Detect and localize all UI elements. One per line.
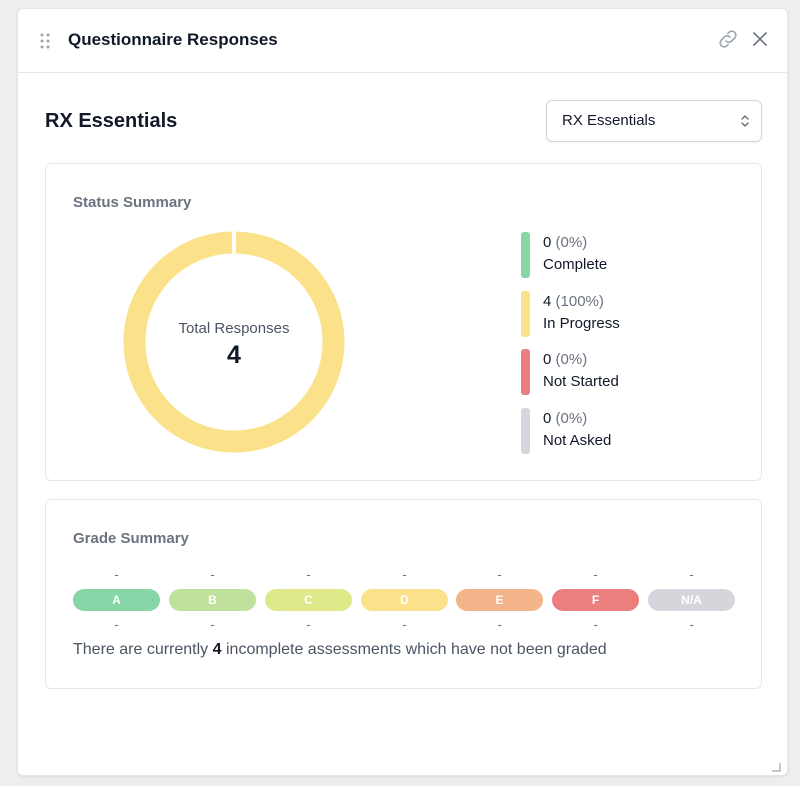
total-responses-value: 4 bbox=[227, 341, 241, 369]
status-summary-card: Status Summary Total Responses 4 0 (0%) … bbox=[45, 163, 762, 481]
legend-color-bar bbox=[521, 349, 530, 395]
legend-count-value: 0 bbox=[543, 409, 552, 427]
grade-note-suffix: incomplete assessments which have not be… bbox=[225, 641, 607, 658]
grade-bottom-value: - bbox=[210, 617, 215, 632]
panel-title: Questionnaire Responses bbox=[68, 30, 278, 49]
grade-pill: D bbox=[361, 589, 448, 611]
grade-bottom-value: - bbox=[402, 617, 407, 632]
legend-count-value: 4 bbox=[543, 292, 552, 310]
grade-top-value: - bbox=[689, 567, 694, 582]
grade-top-value: - bbox=[402, 567, 407, 582]
grade-bottom-value: - bbox=[497, 617, 502, 632]
grade-na: - N/A - bbox=[648, 567, 735, 637]
legend-count: 4 (100%) bbox=[543, 291, 620, 313]
legend-count-value: 0 bbox=[543, 351, 552, 368]
grade-pill: A bbox=[73, 589, 160, 611]
legend-count: 0 (0%) bbox=[543, 408, 620, 430]
grade-pill: F bbox=[552, 589, 639, 611]
grade-top-value: - bbox=[306, 567, 311, 582]
grade-f: - F - bbox=[552, 567, 639, 637]
grade-bottom-value: - bbox=[306, 617, 311, 632]
resize-handle-icon[interactable] bbox=[771, 759, 781, 772]
grade-note-prefix: There are currently bbox=[73, 641, 209, 658]
close-icon[interactable] bbox=[748, 27, 772, 51]
legend-count-pct: (100%) bbox=[555, 292, 604, 310]
grade-scale: - A - - B - - C - - D - - E - bbox=[73, 567, 735, 637]
legend-count-pct: (0%) bbox=[555, 409, 588, 427]
grade-pill: E bbox=[456, 589, 543, 611]
legend-item-in-progress: 4 (100%) In Progress bbox=[521, 290, 620, 337]
legend-count-pct: (0%) bbox=[555, 351, 588, 368]
total-responses-label: Total Responses bbox=[178, 320, 290, 337]
status-legend: 0 (0%) Complete 4 (100%) In Progress 0 (… bbox=[521, 232, 620, 466]
legend-color-bar bbox=[521, 407, 530, 454]
legend-item-not-started: 0 (0%) Not Started bbox=[521, 349, 620, 395]
grade-pill: B bbox=[169, 589, 256, 611]
legend-label: Not Asked bbox=[543, 431, 612, 449]
grade-summary-title: Grade Summary bbox=[73, 530, 189, 547]
status-summary-title: Status Summary bbox=[73, 194, 192, 211]
drag-handle-icon[interactable] bbox=[39, 32, 51, 50]
grade-c: - C - bbox=[265, 567, 352, 637]
grade-pill: C bbox=[265, 589, 352, 611]
select-value: RX Essentials bbox=[562, 112, 656, 129]
legend-label: Not Started bbox=[543, 373, 619, 390]
grade-pill: N/A bbox=[648, 589, 735, 611]
link-icon[interactable] bbox=[716, 27, 740, 51]
grade-top-value: - bbox=[210, 567, 215, 582]
legend-label: Complete bbox=[543, 256, 608, 273]
questionnaire-select[interactable]: RX Essentials bbox=[546, 100, 762, 142]
status-donut-chart bbox=[123, 231, 345, 453]
grade-bottom-value: - bbox=[689, 617, 694, 632]
legend-count: 0 (0%) bbox=[543, 349, 620, 371]
grade-bottom-value: - bbox=[593, 617, 598, 632]
legend-label: In Progress bbox=[543, 314, 620, 332]
grade-b: - B - bbox=[169, 567, 256, 637]
grade-top-value: - bbox=[593, 567, 598, 582]
legend-count-pct: (0%) bbox=[555, 234, 588, 251]
questionnaire-panel: Questionnaire Responses RX Essentials RX… bbox=[17, 8, 788, 776]
legend-color-bar bbox=[521, 232, 530, 278]
panel-header: Questionnaire Responses bbox=[18, 9, 787, 73]
chevron-up-down-icon bbox=[739, 112, 751, 130]
grade-e: - E - bbox=[456, 567, 543, 637]
grade-note: There are currently 4 incomplete assessm… bbox=[73, 641, 607, 659]
grade-bottom-value: - bbox=[114, 617, 119, 632]
grade-note-count: 4 bbox=[212, 641, 222, 658]
section-title: RX Essentials bbox=[45, 110, 178, 132]
grade-top-value: - bbox=[114, 567, 119, 582]
grade-summary-card: Grade Summary - A - - B - - C - - D - bbox=[45, 499, 762, 689]
legend-count-value: 0 bbox=[543, 234, 552, 251]
grade-d: - D - bbox=[361, 567, 448, 637]
legend-count: 0 (0%) bbox=[543, 232, 620, 254]
legend-item-not-asked: 0 (0%) Not Asked bbox=[521, 407, 620, 454]
legend-item-complete: 0 (0%) Complete bbox=[521, 232, 620, 278]
grade-a: - A - bbox=[73, 567, 160, 637]
donut-segment-in-progress bbox=[123, 231, 345, 453]
legend-color-bar bbox=[521, 290, 530, 337]
grade-top-value: - bbox=[497, 567, 502, 582]
